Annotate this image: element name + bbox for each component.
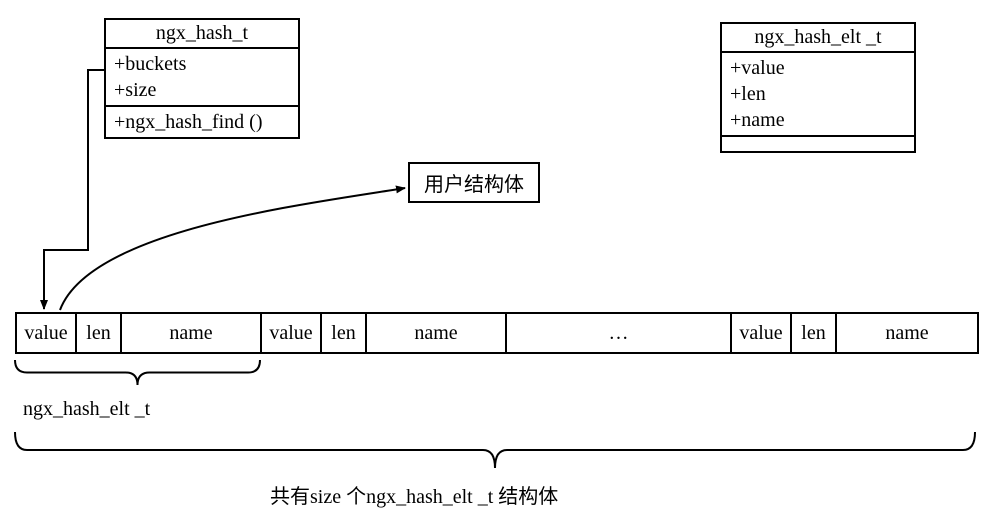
array-cell: name	[837, 314, 977, 352]
brace-small	[15, 360, 260, 385]
uml-ngx-hash-elt-t: ngx_hash_elt _t +value+len+name	[720, 22, 916, 153]
user-struct-label: 用户结构体	[424, 174, 524, 196]
uml-methods-empty	[722, 137, 914, 151]
brace-large-label: 共有size 个ngx_hash_elt _t 结构体	[270, 480, 558, 509]
uml-attr: +size	[114, 77, 290, 103]
array-cell: value	[732, 314, 792, 352]
brace-small-label: ngx_hash_elt _t	[23, 398, 150, 421]
array-cell: name	[367, 314, 507, 352]
array-cell: value	[17, 314, 77, 352]
uml-attr: +len	[730, 81, 906, 107]
uml-method: +ngx_hash_find ()	[114, 109, 290, 135]
arrow-buckets-to-array	[44, 70, 106, 309]
uml-attr: +buckets	[114, 51, 290, 77]
bucket-array: valuelennamevaluelenname…valuelenname	[15, 312, 979, 354]
uml-title: ngx_hash_elt _t	[722, 24, 914, 53]
arrow-value-to-userstruct	[60, 188, 405, 310]
uml-attributes: +value+len+name	[722, 53, 914, 137]
array-cell: len	[322, 314, 367, 352]
uml-title: ngx_hash_t	[106, 20, 298, 49]
uml-attr: +value	[730, 55, 906, 81]
array-cell: …	[507, 314, 732, 352]
uml-methods: +ngx_hash_find ()	[106, 107, 298, 137]
array-cell: name	[122, 314, 262, 352]
uml-attr: +name	[730, 107, 906, 133]
uml-ngx-hash-t: ngx_hash_t +buckets+size +ngx_hash_find …	[104, 18, 300, 139]
array-cell: len	[792, 314, 837, 352]
array-cell: value	[262, 314, 322, 352]
uml-attributes: +buckets+size	[106, 49, 298, 107]
brace-large	[15, 432, 975, 468]
user-struct-box: 用户结构体	[408, 162, 540, 203]
array-cell: len	[77, 314, 122, 352]
